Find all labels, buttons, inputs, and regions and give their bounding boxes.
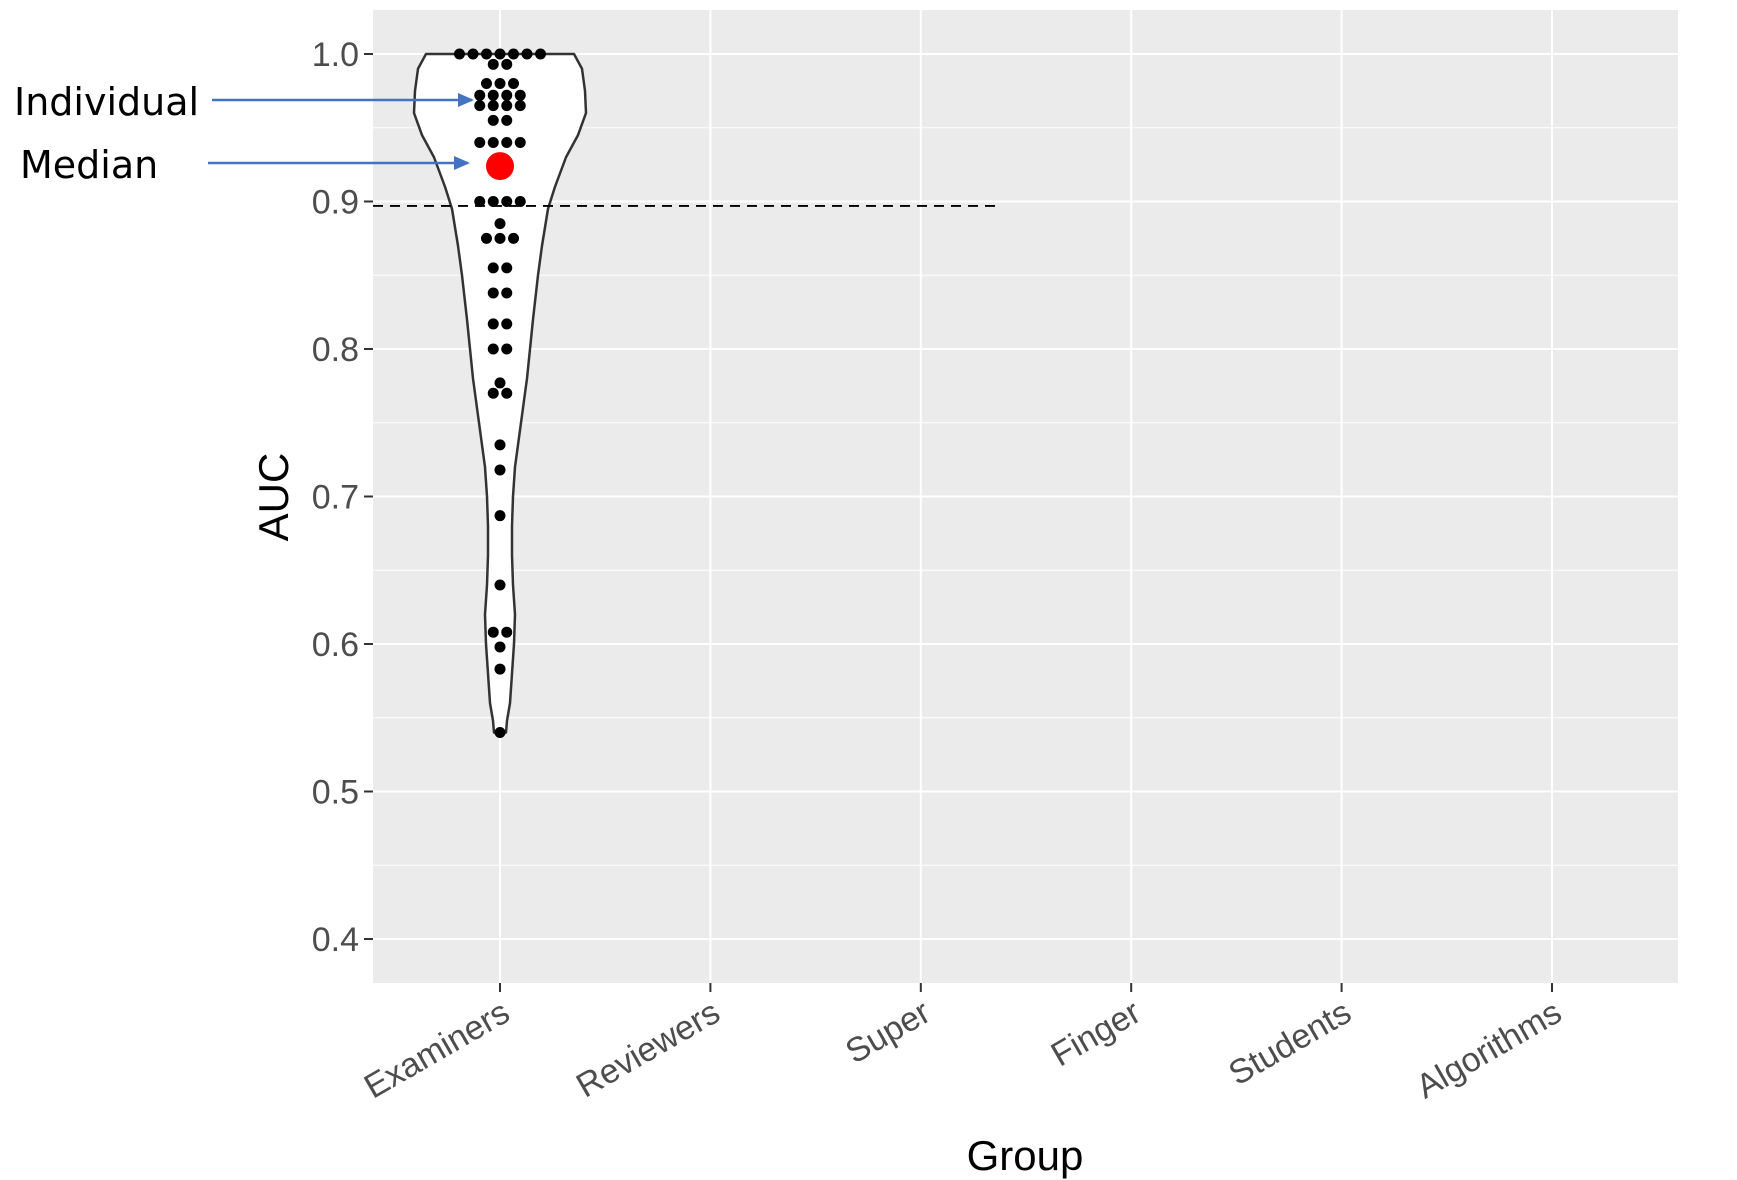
y-axis-title: AUC bbox=[250, 453, 297, 542]
data-point bbox=[494, 579, 506, 591]
data-point bbox=[501, 89, 513, 101]
x-tick-label: Algorithms bbox=[1410, 993, 1568, 1106]
data-point bbox=[535, 48, 546, 60]
data-point bbox=[487, 100, 499, 112]
data-point bbox=[487, 114, 499, 126]
annotation-individual-arrowhead bbox=[458, 93, 474, 107]
data-point bbox=[494, 78, 506, 89]
y-tick-label: 0.8 bbox=[312, 331, 359, 369]
violin-shapes bbox=[412, 52, 588, 734]
data-point bbox=[501, 196, 513, 207]
y-tick-label: 1.0 bbox=[312, 36, 359, 74]
data-point bbox=[474, 89, 486, 101]
data-point bbox=[494, 641, 506, 653]
data-point bbox=[494, 464, 506, 476]
annotation-median: Median bbox=[20, 143, 470, 187]
x-axis: Examiners Reviewers Super Finger Students Alg… bbox=[358, 983, 1568, 1106]
data-point bbox=[501, 137, 513, 148]
data-point bbox=[494, 232, 506, 244]
data-point bbox=[474, 137, 486, 148]
data-point bbox=[481, 48, 492, 60]
annotation-individual-label: Individual bbox=[14, 80, 199, 124]
data-point bbox=[501, 626, 513, 638]
x-tick-label: Examiners bbox=[358, 993, 516, 1106]
x-tick-label: Students bbox=[1222, 993, 1357, 1093]
annotation-median-label: Median bbox=[20, 143, 158, 187]
y-tick-label: 0.9 bbox=[312, 184, 359, 222]
median-markers bbox=[486, 152, 514, 181]
data-point bbox=[514, 196, 526, 207]
data-points bbox=[454, 48, 546, 738]
data-point bbox=[487, 137, 499, 148]
data-point bbox=[494, 48, 506, 60]
x-axis-title: Group bbox=[967, 1132, 1084, 1179]
data-point bbox=[501, 100, 513, 112]
y-tick-label: 0.4 bbox=[312, 921, 359, 959]
data-point bbox=[508, 48, 519, 60]
data-point bbox=[481, 78, 492, 89]
data-point bbox=[501, 318, 513, 330]
data-point bbox=[501, 114, 513, 126]
data-point bbox=[501, 387, 513, 399]
data-point bbox=[521, 48, 533, 60]
data-point bbox=[501, 287, 513, 299]
data-point bbox=[514, 137, 526, 148]
data-point bbox=[487, 89, 499, 101]
x-tick-label: Reviewers bbox=[570, 993, 726, 1105]
y-tick-label: 0.5 bbox=[312, 774, 359, 812]
minor-gridlines bbox=[373, 127, 1678, 866]
data-point bbox=[487, 262, 499, 274]
data-point bbox=[508, 78, 519, 89]
data-point bbox=[494, 218, 506, 230]
x-tick-label: Super bbox=[839, 993, 937, 1071]
data-point bbox=[487, 58, 499, 70]
data-point bbox=[494, 510, 506, 522]
data-point bbox=[474, 196, 486, 207]
data-point bbox=[454, 48, 465, 60]
annotation-median-arrowhead bbox=[454, 156, 470, 170]
data-point bbox=[514, 100, 526, 112]
data-point bbox=[501, 343, 513, 355]
data-point bbox=[494, 377, 506, 389]
data-point bbox=[481, 232, 492, 244]
data-point bbox=[487, 318, 499, 330]
data-point bbox=[494, 727, 506, 738]
y-axis: 0.4 0.5 0.6 0.7 0.8 0.9 1.0 bbox=[312, 36, 373, 959]
violin-examiners bbox=[412, 52, 588, 734]
data-point bbox=[501, 58, 513, 70]
data-point bbox=[487, 287, 499, 299]
data-point bbox=[487, 343, 499, 355]
data-point bbox=[487, 196, 499, 207]
data-point bbox=[508, 232, 519, 244]
data-point bbox=[474, 100, 486, 112]
median-marker bbox=[486, 152, 514, 181]
data-point bbox=[514, 89, 526, 101]
data-point bbox=[467, 48, 479, 60]
data-point bbox=[501, 262, 513, 274]
x-tick-label: Finger bbox=[1045, 993, 1147, 1074]
annotation-individual: Individual bbox=[14, 80, 474, 124]
data-point bbox=[487, 626, 499, 638]
y-tick-label: 0.7 bbox=[312, 479, 359, 517]
data-point bbox=[494, 439, 506, 451]
data-point bbox=[494, 663, 506, 675]
data-point bbox=[487, 387, 499, 399]
y-tick-label: 0.6 bbox=[312, 626, 359, 664]
